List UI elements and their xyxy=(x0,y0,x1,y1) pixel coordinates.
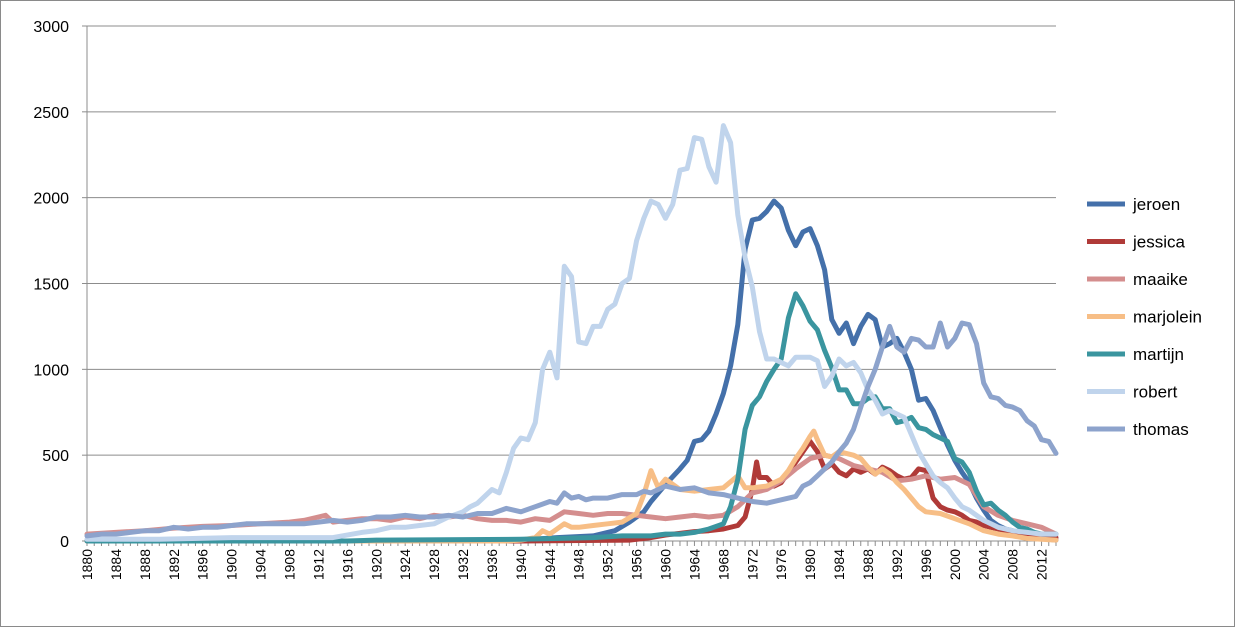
x-tick-label: 1920 xyxy=(368,549,384,580)
x-tick-label: 1980 xyxy=(802,549,818,580)
x-tick-label: 1972 xyxy=(744,549,760,580)
x-tick-label: 1936 xyxy=(484,549,500,580)
x-tick-label: 1904 xyxy=(253,549,269,580)
series-line-jeroen xyxy=(84,198,1059,544)
x-tick-label: 1988 xyxy=(860,549,876,580)
gridlines xyxy=(87,25,1056,456)
x-tick-label: 1964 xyxy=(686,549,702,580)
x-tick-label: 1888 xyxy=(137,549,153,580)
legend-label-martijn: martijn xyxy=(1133,345,1184,364)
x-tick-label: 2004 xyxy=(976,549,992,580)
legend: jeroen jessica maaike marjolein martijn rober… xyxy=(1087,195,1202,439)
x-tick-label: 1884 xyxy=(108,549,124,580)
series-line-jessica xyxy=(84,438,1059,544)
legend-label-thomas: thomas xyxy=(1133,420,1189,439)
x-tick-label: 1880 xyxy=(79,549,95,580)
x-tick-label: 1948 xyxy=(571,549,587,580)
series-line-maaike xyxy=(84,452,1059,537)
y-tick-label: 1500 xyxy=(33,277,69,294)
y-axis-ticks: 0 500 1000 1500 2000 2500 3000 xyxy=(33,19,87,551)
x-tick-label: 1892 xyxy=(166,549,182,580)
x-tick-label: 1944 xyxy=(542,549,558,580)
x-tick-label: 1916 xyxy=(339,549,355,580)
series-line-thomas xyxy=(84,320,1059,539)
x-tick-label: 1900 xyxy=(224,549,240,580)
legend-label-robert: robert xyxy=(1133,383,1178,402)
x-tick-label: 1932 xyxy=(455,549,471,580)
legend-label-maaike: maaike xyxy=(1133,270,1188,289)
x-tick-label: 1940 xyxy=(513,549,529,580)
x-tick-label: 1960 xyxy=(658,549,674,580)
x-tick-label: 1996 xyxy=(918,549,934,580)
x-tick-label: 2000 xyxy=(947,549,963,580)
x-tick-label: 1968 xyxy=(715,549,731,580)
y-tick-label: 2500 xyxy=(33,105,69,122)
y-tick-label: 2000 xyxy=(33,191,69,208)
legend-label-jeroen: jeroen xyxy=(1132,195,1180,214)
x-tick-label: 1928 xyxy=(426,549,442,580)
x-tick-label: 1976 xyxy=(773,549,789,580)
x-tick-label: 1908 xyxy=(281,549,297,580)
x-tick-label: 1984 xyxy=(831,549,847,580)
y-tick-label: 0 xyxy=(60,534,69,551)
x-tick-label: 1912 xyxy=(310,549,326,580)
series-line-marjolein xyxy=(84,428,1059,544)
y-tick-label: 1000 xyxy=(33,362,69,379)
series-line-martijn xyxy=(84,291,1059,544)
x-tick-label: 1992 xyxy=(889,549,905,580)
x-tick-label: 1896 xyxy=(195,549,211,580)
series-lines xyxy=(84,123,1059,544)
legend-label-jessica: jessica xyxy=(1132,233,1186,252)
x-axis-ticks: 1880 1884 1888 1892 1896 1900 1904 1908 1912 1916… xyxy=(79,541,1057,580)
x-tick-label: 1956 xyxy=(629,549,645,580)
y-tick-label: 500 xyxy=(42,448,69,465)
x-tick-label: 1924 xyxy=(397,549,413,580)
y-tick-label: 3000 xyxy=(33,19,69,36)
legend-label-marjolein: marjolein xyxy=(1133,308,1202,327)
x-tick-label: 1952 xyxy=(600,549,616,580)
x-tick-label: 2012 xyxy=(1034,549,1050,580)
x-tick-label: 2008 xyxy=(1005,549,1021,580)
series-line-robert xyxy=(84,123,1059,542)
